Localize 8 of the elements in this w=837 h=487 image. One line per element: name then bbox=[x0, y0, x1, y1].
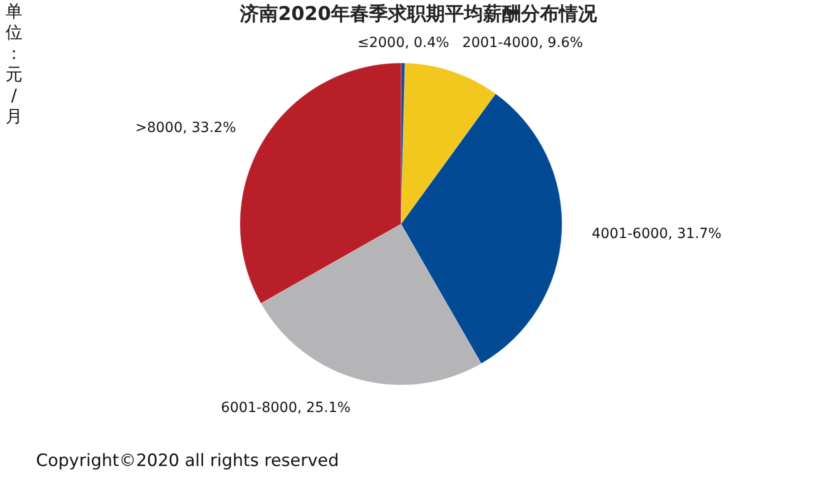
text: 单位：元/月 bbox=[6, 2, 22, 127]
slice-label: 2001-4000, 9.6% bbox=[462, 35, 584, 52]
slice-label: 6001-8000, 25.1% bbox=[220, 400, 351, 416]
slice-label: ≤2000, 0.4% bbox=[357, 35, 450, 52]
chart-title: 济南2020年春季求职期平均薪酬分布情况 bbox=[239, 3, 598, 25]
slice-label: >8000, 33.2% bbox=[135, 120, 236, 136]
text: Copyright©2020 all rights reserved bbox=[36, 451, 339, 471]
slice-label: 4001-6000, 31.7% bbox=[592, 226, 722, 242]
